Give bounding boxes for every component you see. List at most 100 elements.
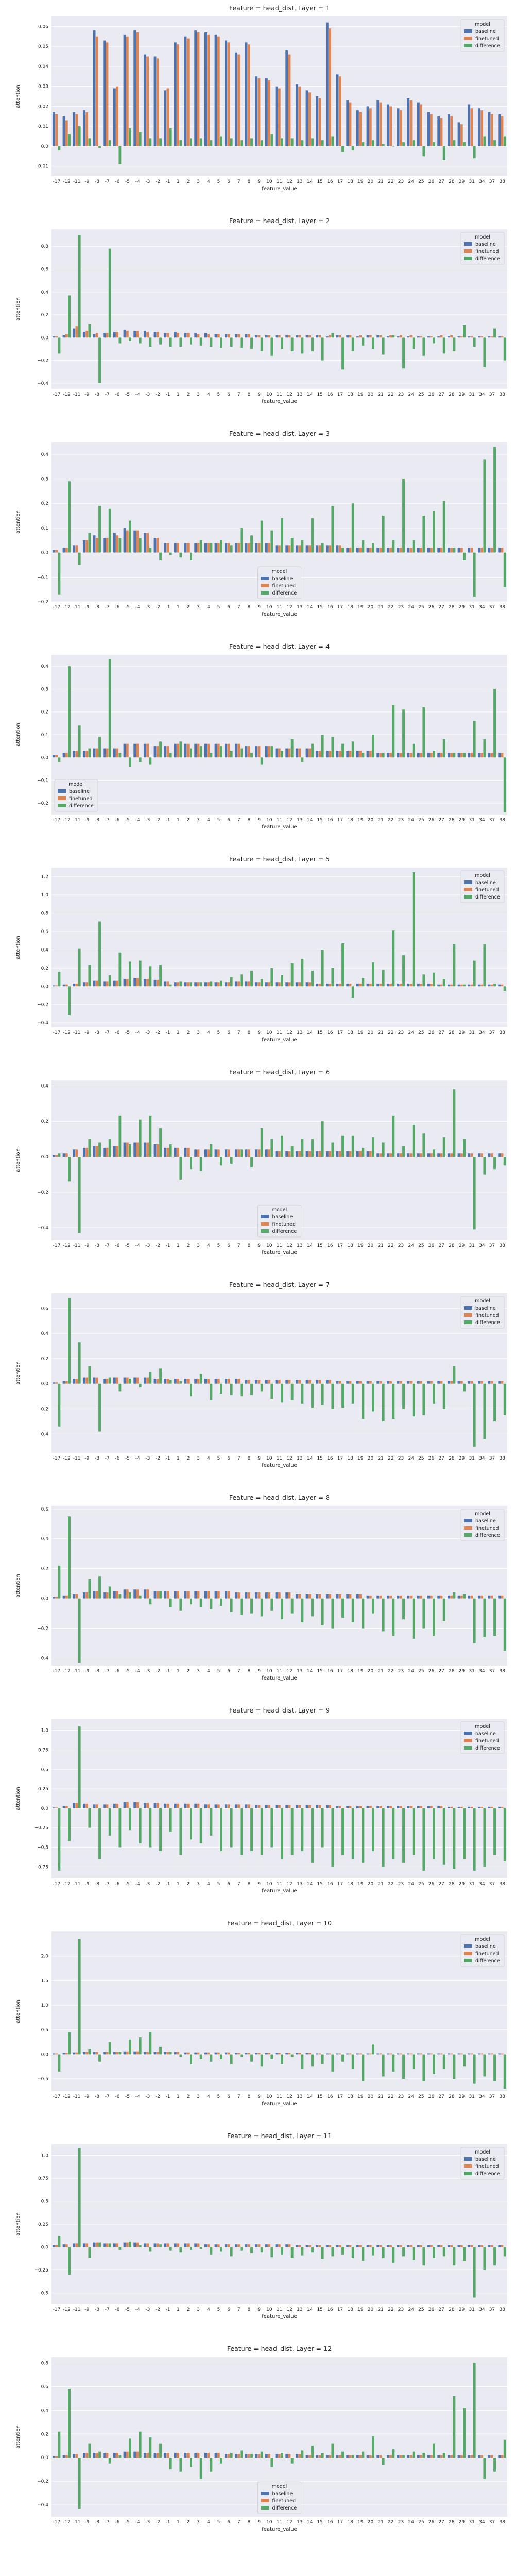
bar-baseline (204, 543, 207, 553)
bar-finetuned (126, 979, 129, 987)
bar-finetuned (258, 2454, 261, 2458)
bar-finetuned (278, 1151, 281, 1157)
bar-difference (483, 944, 486, 987)
bar-difference (68, 2389, 71, 2458)
bar-finetuned (65, 2053, 68, 2055)
bar-baseline (275, 1805, 278, 1808)
bar-baseline (437, 2455, 440, 2458)
bar-finetuned (480, 1806, 484, 1808)
bar-finetuned (258, 2244, 261, 2247)
bar-difference (321, 1598, 324, 1625)
x-tick-label: 3 (197, 2094, 200, 2099)
bar-finetuned (156, 1803, 159, 1808)
bar-difference (331, 2247, 334, 2257)
bar-baseline (265, 1592, 268, 1599)
x-tick-label: -1 (166, 605, 170, 610)
bar-finetuned (298, 748, 301, 758)
legend-box (258, 566, 301, 599)
legend-box (258, 1205, 301, 1238)
bar-difference (210, 1598, 213, 1609)
x-tick-label: -8 (95, 1243, 99, 1248)
x-tick-label: 23 (398, 1243, 404, 1248)
bar-difference (463, 552, 466, 560)
bar-baseline (366, 1595, 369, 1599)
bar-difference (129, 1592, 131, 1599)
bar-baseline (73, 1803, 76, 1808)
bar-difference (422, 2247, 425, 2266)
bar-difference (321, 2054, 324, 2064)
x-tick-label: -7 (105, 605, 110, 610)
bar-finetuned (146, 56, 149, 146)
x-tick-label: -3 (145, 2520, 150, 2525)
legend-label-difference: difference (272, 2505, 297, 2511)
bar-finetuned (85, 331, 89, 338)
bar-difference (463, 1594, 466, 1599)
bar-finetuned (288, 54, 291, 146)
bar-difference (199, 2054, 202, 2059)
bar-baseline (93, 30, 96, 146)
bar-difference (463, 753, 466, 758)
x-tick-label: -2 (156, 1669, 160, 1674)
bar-finetuned (207, 1804, 210, 1808)
x-tick-label: 23 (398, 392, 404, 397)
x-tick-label: 16 (327, 818, 333, 823)
bar-finetuned (85, 982, 89, 987)
bar-difference (453, 1089, 456, 1157)
bar-baseline (386, 548, 389, 553)
bar-finetuned (116, 2243, 119, 2247)
bar-difference (290, 138, 294, 146)
bar-baseline (225, 743, 228, 758)
bar-finetuned (258, 1380, 261, 1384)
x-tick-label: -4 (135, 2520, 140, 2525)
y-tick-label: 0.2 (41, 1119, 48, 1124)
bar-baseline (376, 2245, 380, 2247)
bar-baseline (245, 1592, 248, 1599)
bar-finetuned (197, 1149, 200, 1157)
bar-difference (453, 1808, 456, 1869)
x-axis-label: feature_value (262, 186, 297, 192)
bar-baseline (275, 1592, 278, 1599)
bar-baseline (143, 2453, 146, 2458)
bar-baseline (356, 548, 359, 553)
x-tick-label: 13 (297, 392, 302, 397)
x-tick-label: -11 (73, 2094, 81, 2099)
bar-finetuned (490, 1806, 493, 1808)
x-tick-label: -3 (145, 1882, 150, 1887)
x-tick-label: -2 (156, 179, 160, 184)
bar-baseline (386, 753, 389, 758)
bar-baseline (397, 1381, 400, 1384)
bar-baseline (468, 336, 471, 338)
bar-difference (250, 138, 253, 146)
bar-baseline (356, 110, 359, 146)
plot-area (52, 1506, 507, 1666)
bar-difference (129, 128, 131, 146)
legend-swatch-baseline (261, 1215, 269, 1218)
bar-difference (169, 1144, 172, 1157)
bar-baseline (366, 2053, 369, 2055)
x-tick-label: 22 (388, 1243, 393, 1248)
y-axis-label: attention (15, 84, 21, 108)
legend-label-difference: difference (272, 1229, 297, 1234)
bar-baseline (498, 1153, 501, 1157)
x-tick-label: 34 (479, 1882, 485, 1887)
bar-finetuned (490, 114, 493, 146)
bar-baseline (477, 753, 480, 758)
bar-baseline (234, 1149, 237, 1157)
bar-difference (190, 138, 192, 146)
bar-baseline (103, 538, 106, 553)
bar-baseline (194, 2243, 197, 2247)
bar-difference (362, 337, 365, 346)
bar-baseline (113, 1803, 116, 1808)
legend-label-finetuned: finetuned (475, 887, 499, 893)
y-tick-label: 0.4 (41, 664, 49, 669)
bar-finetuned (55, 2245, 58, 2247)
bar-baseline (305, 90, 308, 146)
x-tick-label: -9 (84, 818, 89, 823)
x-tick-label: 25 (418, 179, 424, 184)
bar-finetuned (268, 746, 271, 758)
bar-difference (392, 705, 395, 758)
bar-finetuned (420, 983, 423, 987)
bar-baseline (336, 545, 339, 553)
